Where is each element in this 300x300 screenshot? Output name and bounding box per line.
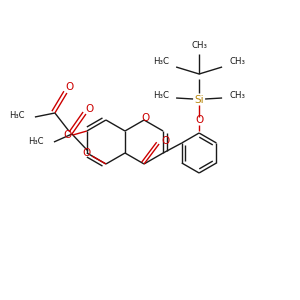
- Text: O: O: [86, 104, 94, 114]
- Text: H₃C: H₃C: [28, 136, 44, 146]
- Text: H₃C: H₃C: [153, 91, 169, 100]
- Text: O: O: [195, 115, 203, 125]
- Text: O: O: [141, 113, 149, 123]
- Text: CH₃: CH₃: [229, 56, 245, 65]
- Text: H₃C: H₃C: [153, 56, 169, 65]
- Text: O: O: [83, 148, 91, 158]
- Text: O: O: [66, 82, 74, 92]
- Text: O: O: [64, 130, 72, 140]
- Text: O: O: [161, 136, 169, 146]
- Text: CH₃: CH₃: [191, 41, 207, 50]
- Text: H₃C: H₃C: [9, 110, 25, 119]
- Text: Si: Si: [194, 95, 204, 105]
- Text: CH₃: CH₃: [229, 91, 245, 100]
